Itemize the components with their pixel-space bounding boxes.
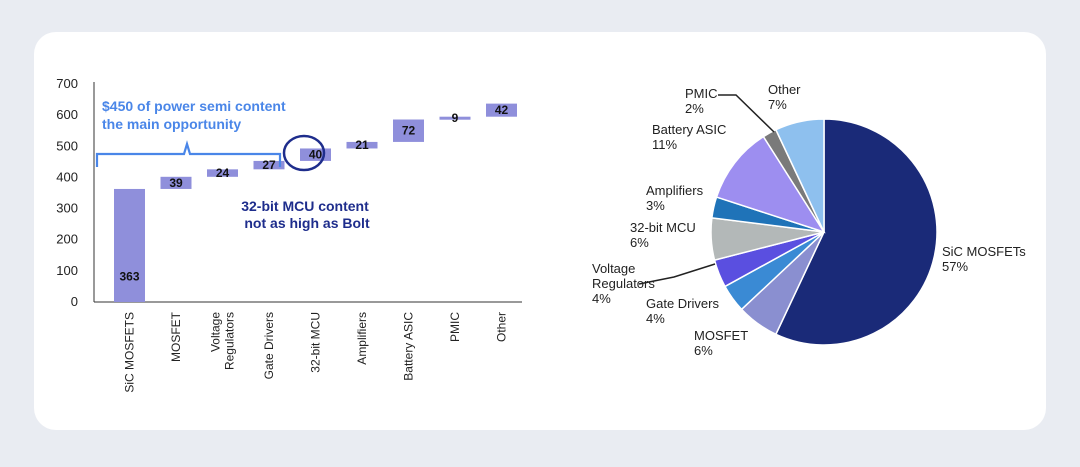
bracket-line (95, 140, 282, 167)
waterfall-chart: 0 100 200 300 400 500 600 700 363 SiC MOSFETS 39 MO… (56, 76, 522, 393)
pie-name-label: Regulators (592, 276, 655, 291)
category-label-line: Voltage (209, 312, 223, 352)
category-label-line: Amplifiers (355, 312, 369, 365)
category-label: SiC MOSFETS (123, 312, 137, 393)
pie-percent-label: 4% (592, 291, 611, 306)
category-label-line: Battery ASIC (402, 312, 416, 381)
leader-line (718, 94, 775, 133)
pie-slice (774, 118, 825, 233)
pie-percent-label: 57% (942, 259, 968, 274)
pie-name-label: 32-bit MCU (630, 220, 696, 235)
category-label-line: Regulators (223, 312, 237, 370)
y-tick-label: 500 (56, 138, 78, 153)
category-label-line: Other (495, 312, 509, 342)
category-label: Battery ASIC (402, 312, 416, 381)
waterfall-bar (393, 119, 424, 142)
waterfall-bar (207, 169, 238, 177)
pie-name-label: Voltage (592, 261, 635, 276)
bar-value-label: 9 (452, 111, 459, 125)
pie-slice (774, 118, 938, 346)
y-tick-label: 100 (56, 263, 78, 278)
pie-slice (715, 135, 826, 234)
y-tick-label: 400 (56, 169, 78, 184)
pie-name-label: SiC MOSFETs (942, 244, 1026, 259)
category-label: Voltage Regulators (209, 312, 237, 370)
leader-line (638, 263, 716, 285)
bar-value-label: 24 (216, 166, 230, 180)
pie-percent-label: 4% (646, 311, 665, 326)
pie-percent-label: 6% (694, 343, 713, 358)
category-label-line: SiC MOSFETS (123, 312, 137, 393)
waterfall-bar (486, 103, 517, 117)
bar-value-label: 39 (169, 176, 183, 190)
annotation-power-semi-line1: $450 of power semi content (102, 98, 286, 114)
category-label: PMIC (448, 312, 462, 342)
bar-value-label: 42 (495, 103, 509, 117)
waterfall-bar (114, 188, 145, 302)
category-label: Amplifiers (355, 312, 369, 365)
bar-value-label: 27 (262, 158, 276, 172)
pie-name-label: Amplifiers (646, 183, 704, 198)
y-tick-label: 300 (56, 201, 78, 216)
y-tick-label: 700 (56, 76, 78, 91)
y-tick-label: 0 (71, 294, 78, 309)
pie-percent-label: 3% (646, 198, 665, 213)
pie-name-label: PMIC (685, 86, 718, 101)
annotation-mcu-line2: not as high as Bolt (244, 215, 370, 231)
pie-percent-label: 2% (685, 101, 704, 116)
category-label: Other (495, 312, 509, 342)
bar-value-label: 363 (119, 269, 139, 283)
bar-value-label: 40 (309, 148, 323, 162)
category-label-line: MOSFET (169, 311, 183, 362)
category-label-line: PMIC (448, 312, 462, 342)
pie-percent-label: 6% (630, 235, 649, 250)
y-tick-label: 600 (56, 107, 78, 122)
pie-name-label: Gate Drivers (646, 296, 719, 311)
pie-name-label: Other (768, 82, 801, 97)
category-label-line: 32-bit MCU (309, 312, 323, 373)
category-label-line: Gate Drivers (262, 312, 276, 379)
waterfall-bar (253, 160, 285, 170)
chart-card: 0 100 200 300 400 500 600 700 363 SiC MOSFETS 39 MO… (34, 32, 1046, 430)
category-label: 32-bit MCU (309, 312, 323, 373)
category-label: Gate Drivers (262, 312, 276, 379)
category-label: MOSFET (169, 311, 183, 362)
pie-percent-label: 11% (652, 137, 677, 152)
pie-name-label: Battery ASIC (652, 122, 726, 137)
highlight-circle (282, 134, 326, 172)
annotation-mcu-line1: 32-bit MCU content (241, 198, 369, 214)
pie-name-label: MOSFET (694, 328, 748, 343)
waterfall-bar (160, 176, 192, 189)
bar-value-label: 21 (355, 138, 369, 152)
annotation-power-semi-line2: the main opportunity (102, 116, 241, 132)
bar-value-label: 72 (402, 124, 416, 138)
y-tick-label: 200 (56, 232, 78, 247)
waterfall-bar (439, 116, 471, 120)
waterfall-bar (346, 141, 378, 149)
pie-percent-label: 7% (768, 97, 787, 112)
